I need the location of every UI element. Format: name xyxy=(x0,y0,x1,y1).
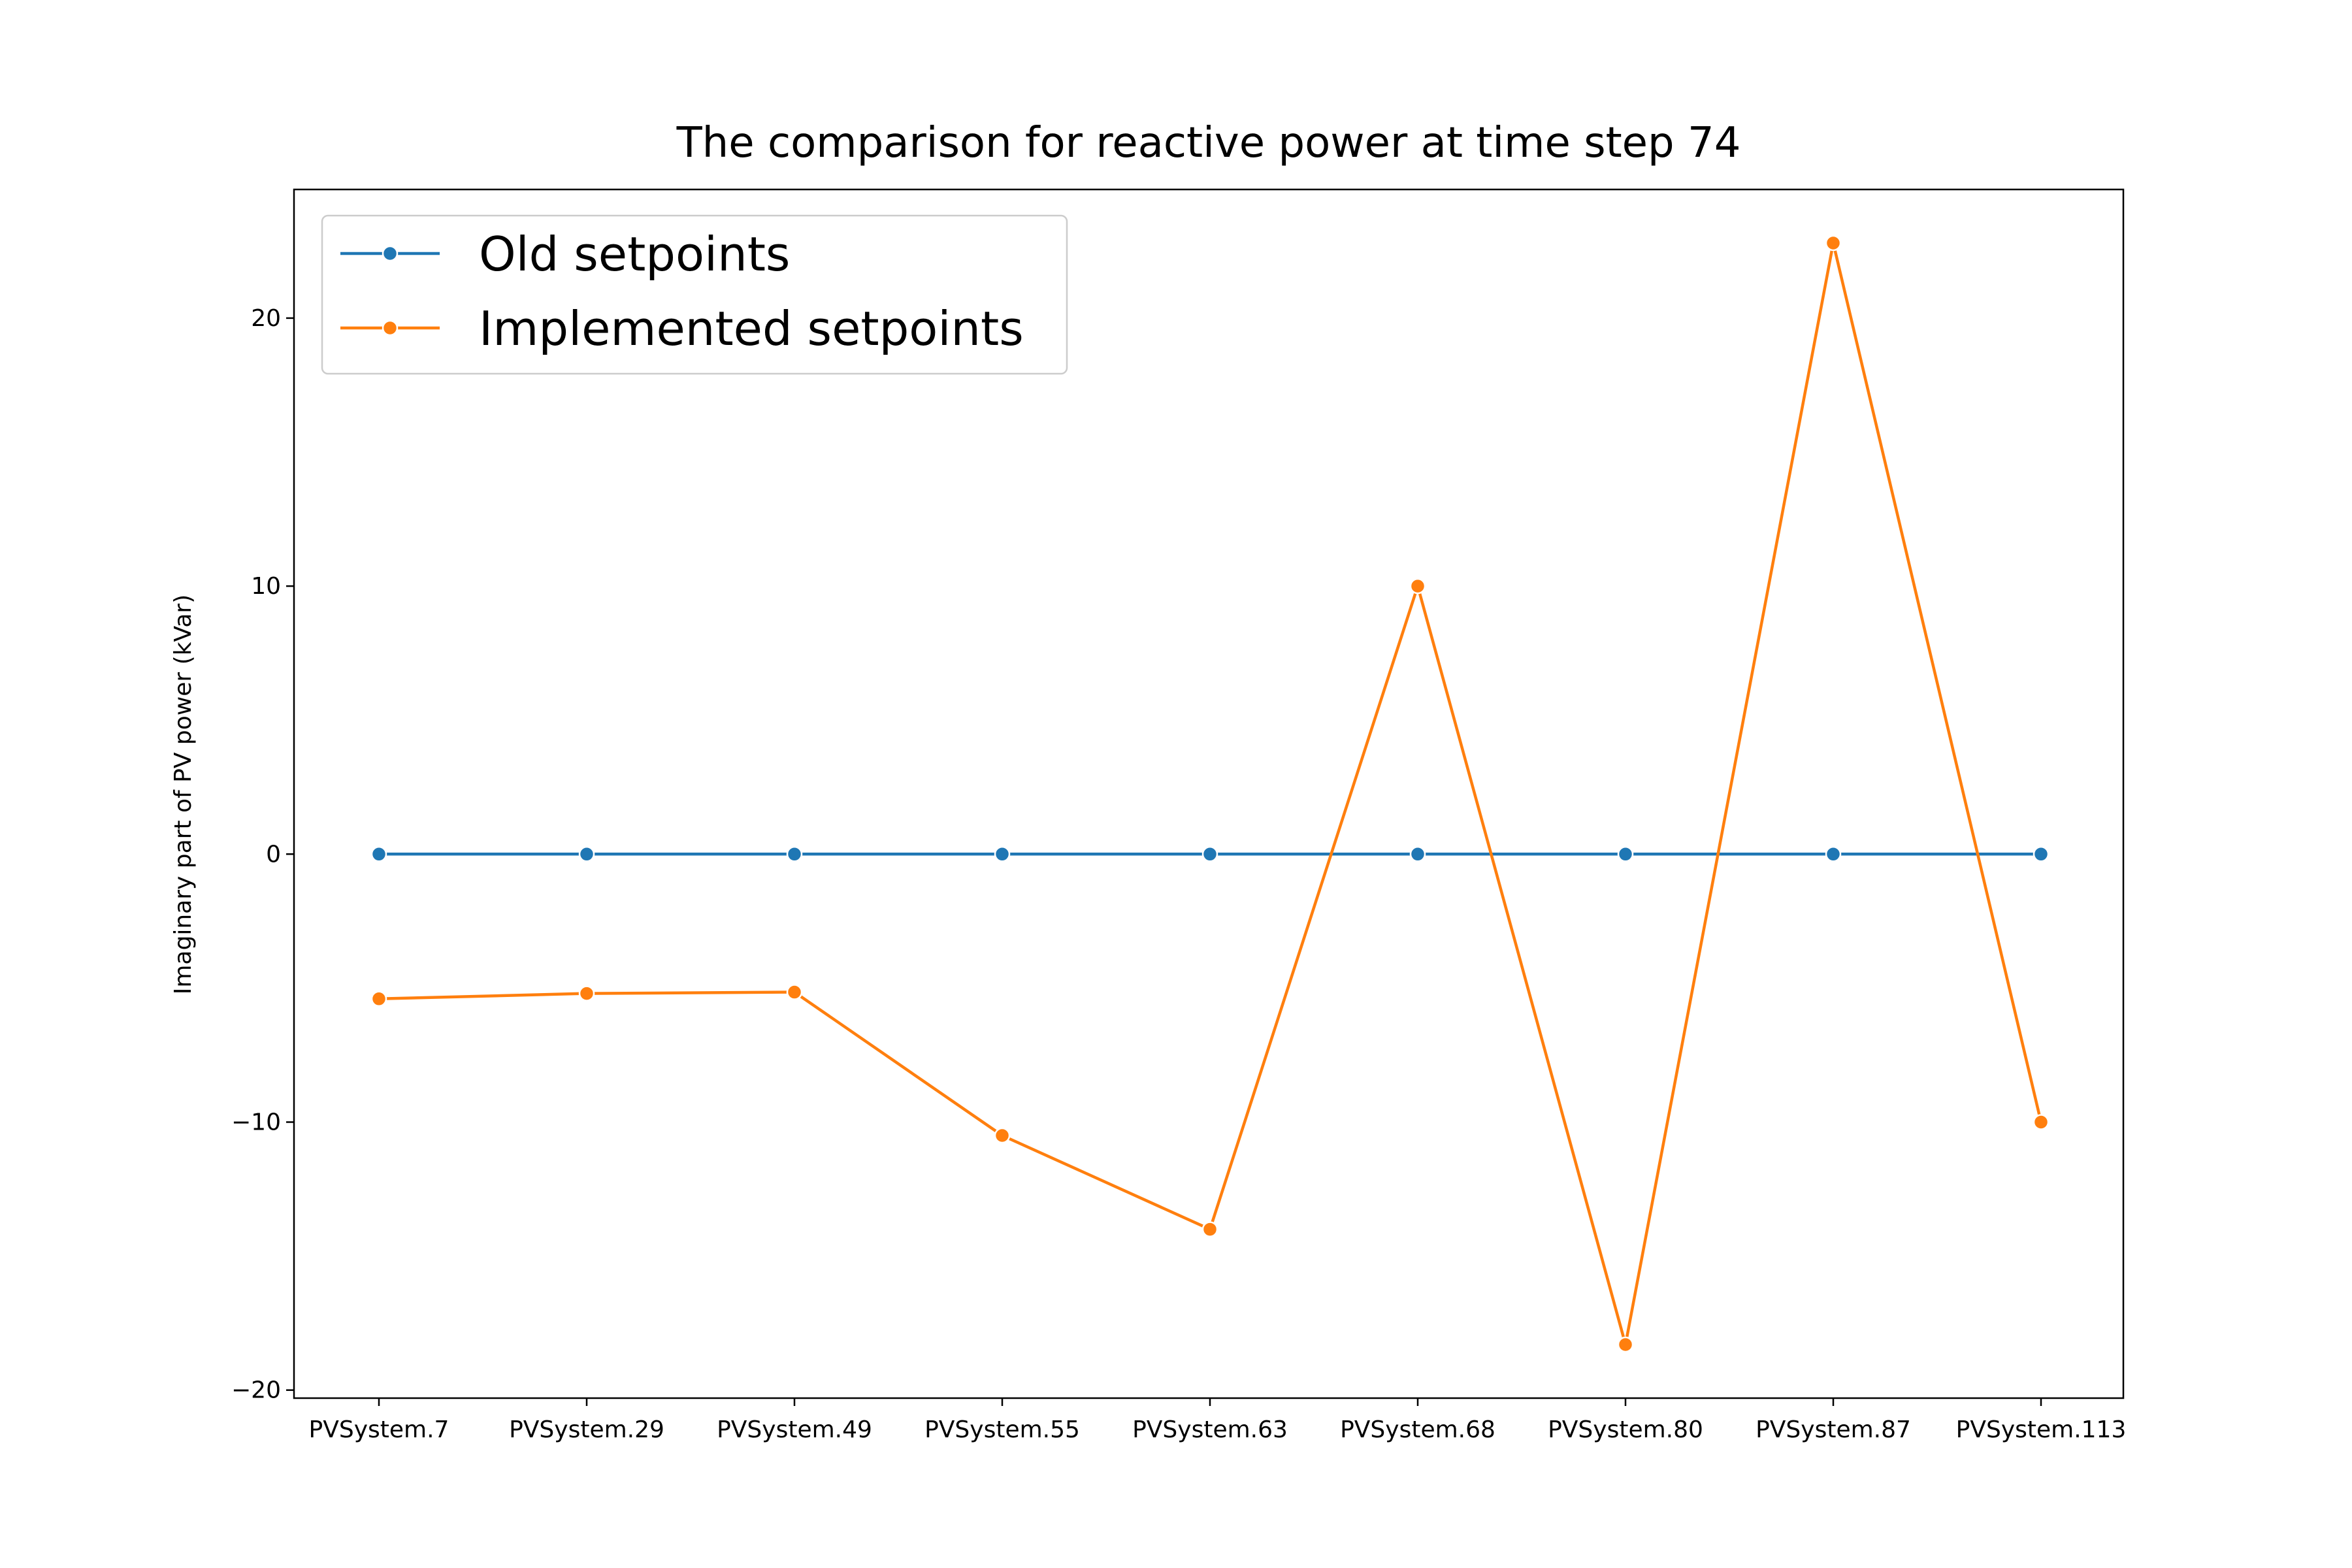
y-tick-label: 0 xyxy=(266,841,281,868)
y-axis-label: Imaginary part of PV power (kVar) xyxy=(170,595,197,995)
y-tick-label: 20 xyxy=(251,305,281,332)
data-point-1-4 xyxy=(1201,1221,1218,1237)
legend-marker-0 xyxy=(382,245,399,262)
legend-label-0: Old setpoints xyxy=(479,227,790,282)
legend: Old setpoints Implemented setpoints xyxy=(321,214,1068,375)
data-point-0-7 xyxy=(1825,846,1842,862)
x-tick-label: PVSystem.113 xyxy=(1956,1416,2127,1443)
y-tick-label: 10 xyxy=(251,573,281,600)
legend-box xyxy=(321,214,1068,375)
data-point-0-2 xyxy=(786,846,803,862)
data-point-1-1 xyxy=(578,985,595,1002)
chart-title: The comparison for reactive power at tim… xyxy=(676,119,1741,167)
data-point-1-7 xyxy=(1825,235,1842,252)
data-point-0-4 xyxy=(1201,846,1218,862)
legend-label-1: Implemented setpoints xyxy=(479,301,1024,356)
data-point-0-8 xyxy=(2033,846,2050,862)
data-point-1-0 xyxy=(370,990,387,1007)
data-point-0-3 xyxy=(994,846,1011,862)
data-point-0-5 xyxy=(1409,846,1426,862)
data-point-0-6 xyxy=(1617,846,1634,862)
data-point-1-8 xyxy=(2033,1114,2050,1130)
x-tick-label: PVSystem.87 xyxy=(1756,1416,1911,1443)
plot-layer: −20 −10 0 10 20 PVSystem.7 PVSystem.29 PVSystem… xyxy=(231,235,2127,1443)
x-tick-label: PVSystem.49 xyxy=(717,1416,872,1443)
plot-area-frame xyxy=(293,188,2125,1399)
data-point-1-3 xyxy=(994,1127,1011,1144)
data-point-0-1 xyxy=(578,846,595,862)
x-tick-label: PVSystem.29 xyxy=(509,1416,664,1443)
x-tick-label: PVSystem.63 xyxy=(1132,1416,1288,1443)
data-point-1-6 xyxy=(1617,1336,1634,1353)
data-point-0-0 xyxy=(370,846,387,862)
data-point-1-5 xyxy=(1409,578,1426,595)
x-tick-label: PVSystem.80 xyxy=(1548,1416,1703,1443)
x-tick-label: PVSystem.7 xyxy=(309,1416,449,1443)
x-tick-label: PVSystem.55 xyxy=(924,1416,1080,1443)
y-tick-label: −20 xyxy=(231,1377,281,1404)
x-tick-label: PVSystem.68 xyxy=(1340,1416,1495,1443)
data-point-1-2 xyxy=(786,984,803,1000)
y-tick-label: −10 xyxy=(231,1109,281,1135)
legend-marker-1 xyxy=(382,319,399,336)
